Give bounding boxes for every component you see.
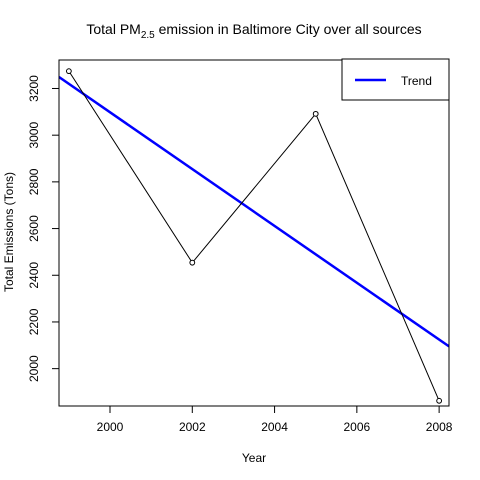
series-line-0 <box>68 70 440 401</box>
y-tick-label-2200: 2200 <box>27 308 41 335</box>
x-tick-label-2006: 2006 <box>343 420 370 434</box>
x-tick-label-2000: 2000 <box>97 420 124 434</box>
x-tick-label-2004: 2004 <box>261 420 288 434</box>
y-tick-label-2000: 2000 <box>27 355 41 382</box>
plot-area: 2000 2002 2004 2006 2008 2000 2200 2400 2600 2800… <box>27 59 453 434</box>
x-axis-label: Year <box>242 451 266 465</box>
x-tick-label-2008: 2008 <box>426 420 453 434</box>
legend-trend-label: Trend <box>401 74 432 88</box>
legend: Trend <box>341 58 450 101</box>
trend-line <box>59 76 449 348</box>
title-suffix: emission in Baltimore City over all sour… <box>155 21 422 37</box>
x-tick-label-2002: 2002 <box>179 420 206 434</box>
chart-title: Total PM2.5 emission in Baltimore City o… <box>86 21 421 41</box>
title-prefix: Total PM <box>86 21 140 37</box>
data-point-2002 <box>189 259 196 266</box>
title-subscript: 2.5 <box>141 30 155 41</box>
data-point-2005 <box>312 110 319 117</box>
data-point-1999 <box>65 68 72 75</box>
y-tick-label-2800: 2800 <box>27 168 41 195</box>
data-point-2008 <box>436 397 443 404</box>
y-tick-label-2400: 2400 <box>27 262 41 289</box>
y-tick-label-3200: 3200 <box>27 75 41 102</box>
y-tick-label-2600: 2600 <box>27 215 41 242</box>
y-axis-label: Total Emissions (Tons) <box>2 172 16 292</box>
y-tick-label-3000: 3000 <box>27 122 41 149</box>
